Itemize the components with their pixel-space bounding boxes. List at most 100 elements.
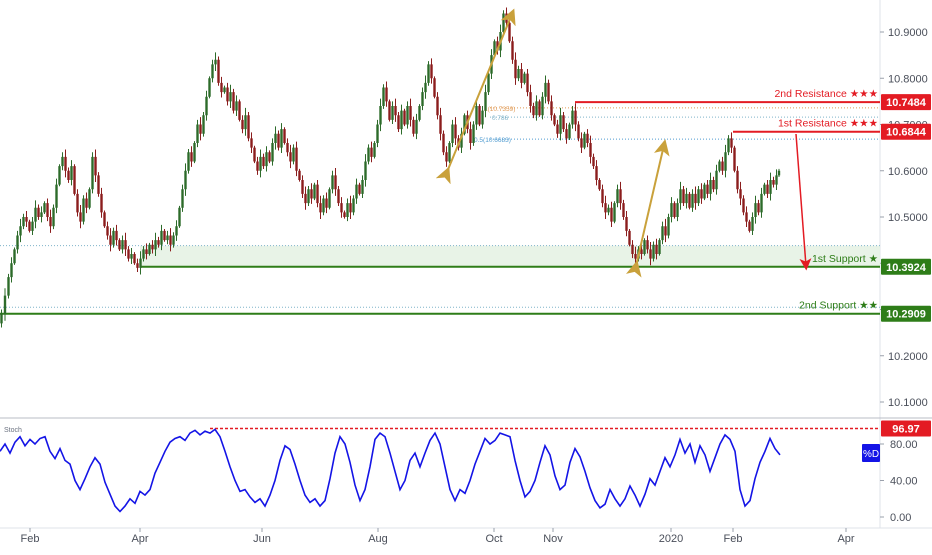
candle <box>133 254 136 264</box>
candle <box>40 212 43 217</box>
candle <box>679 189 682 204</box>
fib-label: 0.786 <box>492 115 509 122</box>
candle <box>151 244 154 250</box>
candle <box>436 96 439 116</box>
level-value-box[interactable] <box>881 94 931 111</box>
candle <box>673 203 676 217</box>
candle <box>169 235 172 245</box>
candle <box>163 230 166 241</box>
fib-label: 0.5(10.6683) <box>474 137 511 144</box>
candle <box>472 124 475 143</box>
candle <box>712 180 715 190</box>
candle <box>724 152 727 171</box>
candle <box>28 221 31 231</box>
candle <box>634 254 637 259</box>
candle <box>529 92 532 106</box>
candle <box>475 106 478 125</box>
candle <box>523 73 526 83</box>
candle <box>241 119 244 130</box>
candle <box>703 184 706 199</box>
candle <box>268 152 271 162</box>
candle <box>777 170 781 176</box>
candle <box>253 147 256 162</box>
candle <box>355 184 358 199</box>
price-axis[interactable] <box>880 0 932 550</box>
candle <box>526 73 529 93</box>
candle <box>607 207 610 213</box>
stoch-d-line[interactable] <box>0 428 781 513</box>
candle <box>232 92 235 111</box>
candle <box>580 138 583 148</box>
time-tick-label: Apr <box>131 533 148 545</box>
candle <box>352 198 355 213</box>
candle <box>565 129 568 139</box>
level-value-box[interactable] <box>881 123 931 140</box>
candle <box>46 203 49 217</box>
candle <box>91 156 94 190</box>
candle <box>208 78 211 97</box>
level-label-1st-resistance: 1st Resistance ★★★ <box>778 118 879 130</box>
candle <box>229 92 232 102</box>
candle <box>697 189 700 204</box>
candle <box>418 106 421 120</box>
projection-arrow-dec <box>625 139 670 278</box>
candle <box>589 143 592 157</box>
candle <box>55 184 58 208</box>
candle <box>109 235 112 245</box>
price-tick-label: 10.2000 <box>888 351 928 363</box>
candle <box>199 124 202 134</box>
stoch-series-badge[interactable] <box>862 444 880 462</box>
candle <box>388 101 391 120</box>
stoch-tick-label: 80.00 <box>890 439 918 451</box>
candle <box>595 166 598 180</box>
candle <box>625 217 628 231</box>
candle <box>685 193 688 204</box>
candle <box>517 69 520 79</box>
candle <box>721 161 724 171</box>
candle <box>769 180 772 194</box>
candle <box>115 230 118 241</box>
candle <box>400 110 403 130</box>
price-tick-label: 10.6000 <box>888 166 928 178</box>
candle <box>301 180 304 194</box>
candle <box>160 230 163 245</box>
candle <box>82 198 85 222</box>
candle <box>511 41 514 60</box>
candle <box>34 207 37 222</box>
candle <box>736 170 739 190</box>
candle <box>196 124 199 143</box>
candle <box>331 175 334 190</box>
candle <box>481 110 484 125</box>
stoch-value-box[interactable] <box>881 420 931 437</box>
candle <box>37 207 40 217</box>
candle <box>187 152 190 171</box>
candle <box>478 106 481 125</box>
candle <box>13 249 16 264</box>
candle <box>106 226 109 236</box>
level-value-label: 10.6844 <box>886 127 927 139</box>
level-value-box[interactable] <box>881 258 931 275</box>
candle <box>604 203 607 213</box>
candle <box>520 69 523 83</box>
candle <box>655 244 658 254</box>
candle <box>214 59 217 65</box>
candle <box>193 143 196 162</box>
candle <box>145 249 148 254</box>
candle <box>409 106 412 120</box>
candle <box>433 78 436 97</box>
candle <box>100 193 103 213</box>
price-pane[interactable] <box>0 0 880 418</box>
candle <box>136 263 139 268</box>
drop-arrow <box>795 133 812 271</box>
candle <box>220 82 223 93</box>
level-value-box[interactable] <box>881 305 931 322</box>
candle <box>103 212 106 227</box>
candle <box>415 119 418 134</box>
candle <box>322 198 325 213</box>
candle <box>664 226 667 236</box>
candle <box>700 189 703 199</box>
candle <box>85 198 88 208</box>
candle <box>505 13 508 23</box>
candle <box>70 166 73 180</box>
